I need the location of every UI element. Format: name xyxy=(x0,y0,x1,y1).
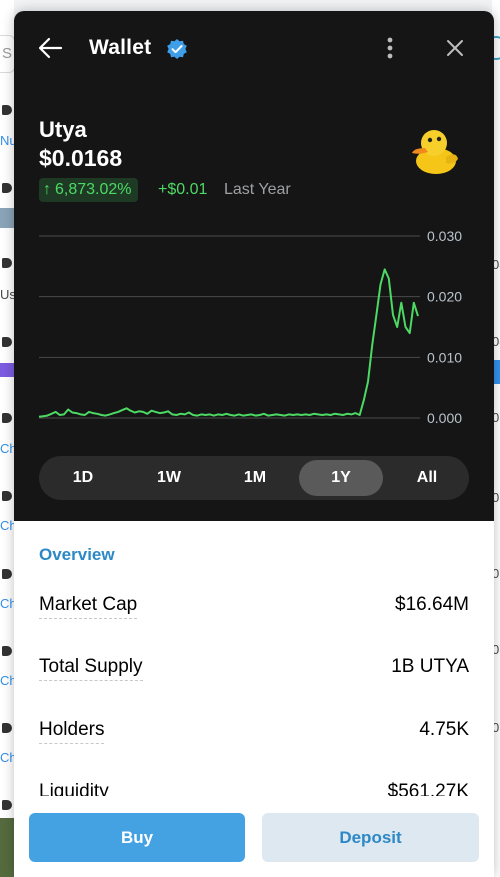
background-badge xyxy=(492,360,500,384)
change-percent-value: 6,873.02% xyxy=(55,181,132,198)
background-fragment: Ch xyxy=(0,441,17,456)
background-fragment: Ch xyxy=(0,750,17,765)
stat-label[interactable]: Total Supply xyxy=(39,656,143,681)
chart-y-tick-label: 0.030 xyxy=(427,228,462,244)
background-badge xyxy=(0,363,14,377)
megaphone-icon xyxy=(2,491,12,501)
chart-y-tick-label: 0.020 xyxy=(427,289,462,305)
range-1d-button[interactable]: 1D xyxy=(72,469,94,486)
chart-y-tick-label: 0.010 xyxy=(427,349,462,365)
background-search-field[interactable]: S xyxy=(0,35,15,73)
background-fragment: 07 xyxy=(492,720,500,735)
megaphone-icon xyxy=(2,569,12,579)
background-search-text: S xyxy=(2,45,13,62)
arrow-up-icon: ↑ xyxy=(43,181,51,198)
price-chart: 0.030 0.020 0.010 0.000 xyxy=(14,216,494,446)
range-1y-button[interactable]: 1Y xyxy=(299,460,383,496)
verified-badge-icon xyxy=(166,38,188,60)
background-fragment: Ch xyxy=(0,596,17,611)
lock-icon xyxy=(2,337,12,347)
background-fragment: 07 xyxy=(492,410,500,425)
megaphone-icon xyxy=(2,413,12,423)
more-vertical-icon xyxy=(387,37,393,59)
megaphone-icon xyxy=(2,183,12,193)
chart-price-line xyxy=(38,268,419,418)
background-fragment: 07 xyxy=(492,642,500,657)
buy-button[interactable]: Buy xyxy=(29,813,245,862)
close-icon xyxy=(447,40,463,56)
overview-title: Overview xyxy=(39,545,115,564)
stat-value: 4.75K xyxy=(419,719,469,740)
background-fragment: 08 xyxy=(492,257,500,272)
duck-emoji-icon xyxy=(406,121,462,177)
stat-label[interactable]: Market Cap xyxy=(39,594,138,619)
change-percent-badge: ↑ 6,873.02% xyxy=(39,178,138,202)
back-button[interactable] xyxy=(36,33,64,63)
megaphone-icon xyxy=(2,800,12,810)
change-absolute-value: +$0.01 xyxy=(158,181,208,198)
range-1m-button[interactable]: 1M xyxy=(243,469,267,486)
arrow-left-icon xyxy=(38,37,63,59)
background-fragment: Nu xyxy=(0,133,17,148)
background-left-panel: S Nu Us Ch Ch Ch Ch Ch xyxy=(0,0,17,877)
deposit-button[interactable]: Deposit xyxy=(262,813,479,862)
stat-row-holders: Holders 4.75K xyxy=(39,719,469,749)
chart-y-tick-label: 0.000 xyxy=(427,410,462,426)
token-name: Utya xyxy=(39,117,87,142)
period-label: Last Year xyxy=(224,181,291,198)
background-fragment: 07 xyxy=(492,566,500,581)
stat-row-market-cap: Market Cap $16.64M xyxy=(39,594,469,624)
close-button[interactable] xyxy=(444,37,466,59)
stat-label[interactable]: Holders xyxy=(39,719,105,744)
stat-value: 1B UTYA xyxy=(391,656,469,677)
stat-row-total-supply: Total Supply 1B UTYA xyxy=(39,656,469,686)
time-range-selector: 1D 1W 1M 1Y All xyxy=(39,456,469,500)
megaphone-icon xyxy=(2,646,12,656)
token-panel: Wallet Utya $0.0168 xyxy=(14,11,494,521)
price-chart-svg: 0.030 0.020 0.010 0.000 xyxy=(38,228,462,426)
range-1w-button[interactable]: 1W xyxy=(157,469,181,486)
background-fragment: Ch xyxy=(0,673,17,688)
background-fragment: 08 xyxy=(492,334,500,349)
lock-icon xyxy=(2,258,12,268)
wallet-modal: Wallet Utya $0.0168 xyxy=(14,11,494,877)
background-fragment: Ch xyxy=(0,518,17,533)
token-price: $0.0168 xyxy=(39,145,123,171)
stat-value: $16.64M xyxy=(395,594,469,615)
background-thumbnail xyxy=(0,208,14,228)
more-options-button[interactable] xyxy=(380,35,400,61)
background-fragment: 07 xyxy=(492,490,500,505)
modal-title: Wallet xyxy=(89,36,152,59)
action-bar: Buy Deposit xyxy=(14,796,494,877)
background-fragment: Us xyxy=(0,287,16,302)
megaphone-icon xyxy=(2,723,12,733)
modal-header: Wallet xyxy=(14,11,494,87)
group-icon xyxy=(2,105,12,115)
range-all-button[interactable]: All xyxy=(416,469,438,486)
background-image xyxy=(0,818,14,877)
